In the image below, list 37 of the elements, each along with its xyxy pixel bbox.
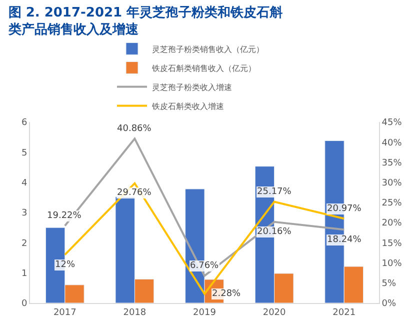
y2-tick-label: 20% [382,218,402,229]
y-tick-label: 1 [21,268,28,279]
y2-tick-label: 35% [382,158,402,168]
data-label: 2.28% [212,289,242,299]
legend-label: 铁皮石斛类收入增速 [151,102,224,111]
data-label: 20.16% [257,227,292,237]
legend-label: 铁皮石斛类销售收入（亿元） [151,64,256,73]
y-tick-label: 0 [21,299,28,310]
y2-tick-label: 40% [382,138,402,148]
y-tick-label: 5 [21,148,28,158]
y-tick-label: 6 [21,118,28,128]
y2-tick-label: 10% [382,258,402,269]
data-label: 40.86% [117,124,152,134]
y2-tick-label: 30% [382,178,402,188]
y-tick-label: 3 [21,208,28,219]
y2-tick-label: 45% [382,118,402,128]
data-label: 25.17% [257,187,292,197]
y2-tick-label: 0% [382,299,397,310]
y-tick-label: 4 [21,178,28,188]
chart-title: 图 2. 2017-2021 年灵芝孢子粉类和铁皮石斛类产品销售收入及增速 [7,4,284,38]
x-tick-label: 2021 [332,308,356,318]
x-tick-label: 2017 [53,308,76,318]
data-label: 18.24% [327,235,362,245]
data-label: 29.76% [117,188,152,198]
y-tick-label: 2 [21,238,28,249]
x-tick-label: 2018 [123,308,146,318]
x-tick-label: 2019 [193,308,216,318]
data-label: 12% [55,260,76,270]
data-label: 20.97% [327,204,362,214]
legend-label: 灵芝孢子粉类收入增速 [152,82,232,92]
data-label: 19.22% [47,211,82,221]
y2-tick-label: 15% [382,238,402,249]
legend-label: 灵芝孢子粉类销售收入（亿元） [152,44,264,54]
y2-tick-label: 25% [382,198,402,209]
data-label: 6.76% [190,261,220,271]
x-tick-label: 2020 [262,308,286,318]
y2-tick-label: 5% [382,279,397,290]
